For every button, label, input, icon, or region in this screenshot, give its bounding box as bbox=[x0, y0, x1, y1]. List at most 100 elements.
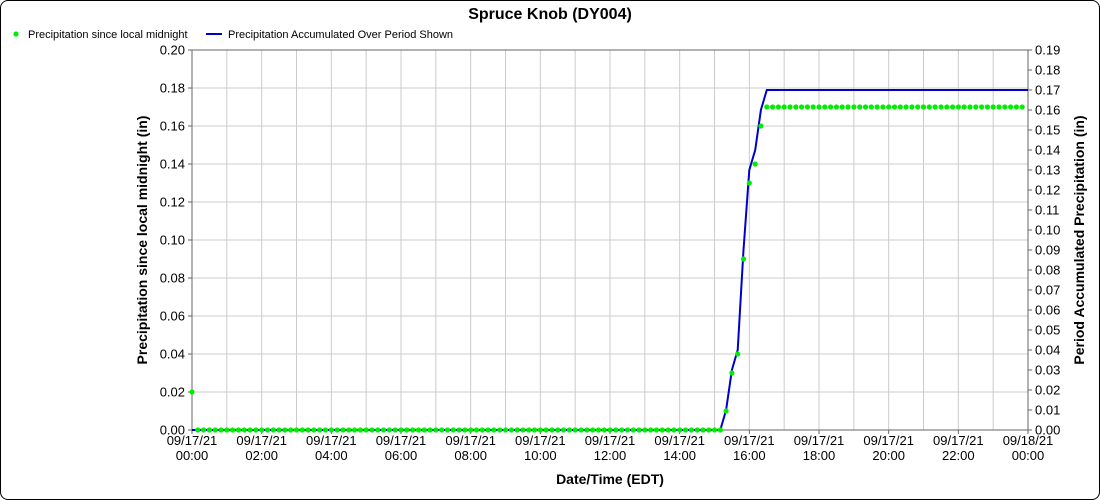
x-tick-label-date: 09/17/21 bbox=[167, 433, 218, 448]
data-point bbox=[375, 427, 381, 433]
data-point bbox=[630, 427, 636, 433]
data-point bbox=[276, 427, 282, 433]
y-left-tick-label: 0.20 bbox=[160, 43, 185, 58]
data-point bbox=[369, 427, 375, 433]
y-right-tick-label: 0.15 bbox=[1035, 123, 1060, 138]
y-right-tick-label: 0.01 bbox=[1035, 403, 1060, 418]
data-point bbox=[839, 104, 845, 110]
data-point bbox=[189, 389, 195, 395]
data-point bbox=[862, 104, 869, 110]
data-point bbox=[619, 427, 625, 433]
data-point bbox=[677, 427, 683, 433]
y-right-tick-label: 0.17 bbox=[1035, 83, 1060, 98]
data-point bbox=[868, 104, 874, 110]
data-point bbox=[514, 427, 520, 433]
data-point bbox=[293, 427, 300, 433]
data-point bbox=[235, 427, 242, 433]
x-tick-label-date: 09/17/21 bbox=[933, 433, 984, 448]
data-point bbox=[410, 427, 416, 433]
data-point bbox=[561, 427, 567, 433]
data-point bbox=[456, 427, 462, 433]
data-point bbox=[439, 427, 445, 433]
data-point bbox=[381, 427, 387, 433]
legend-label-precip-since-midnight: Precipitation since local midnight bbox=[28, 29, 188, 41]
data-point bbox=[386, 427, 392, 433]
data-point bbox=[503, 427, 509, 433]
x-tick-label-time: 16:00 bbox=[733, 448, 766, 463]
data-point bbox=[352, 427, 358, 433]
data-point bbox=[328, 427, 334, 433]
y-left-tick-label: 0.08 bbox=[160, 271, 185, 286]
data-point bbox=[891, 104, 898, 110]
data-point bbox=[828, 104, 834, 110]
legend-label-period-accumulated: Precipitation Accumulated Over Period Sh… bbox=[228, 29, 453, 41]
data-point bbox=[264, 427, 271, 433]
data-point bbox=[950, 104, 956, 110]
y-axis-right-ticks: 0.00 0.01 0.02 0.03 0.04 0.05 0.06 0.07 0.08 0.09… bbox=[1028, 43, 1060, 438]
data-point bbox=[230, 427, 236, 433]
data-point bbox=[241, 427, 247, 433]
data-point bbox=[485, 427, 491, 433]
data-point bbox=[404, 427, 410, 433]
data-point bbox=[212, 427, 218, 433]
y-right-tick-label: 0.12 bbox=[1035, 183, 1060, 198]
data-point bbox=[282, 427, 288, 433]
x-tick-label-date: 09/17/21 bbox=[236, 433, 287, 448]
data-point bbox=[195, 427, 201, 433]
data-point bbox=[624, 427, 631, 433]
data-point bbox=[880, 104, 886, 110]
data-point bbox=[920, 104, 927, 110]
y-left-tick-label: 0.16 bbox=[160, 119, 185, 134]
data-point bbox=[984, 104, 991, 110]
x-tick-label-date: 09/17/21 bbox=[585, 433, 636, 448]
y-right-tick-label: 0.03 bbox=[1035, 363, 1060, 378]
data-point bbox=[694, 427, 700, 433]
data-point bbox=[648, 427, 654, 433]
x-tick-label-time: 00:00 bbox=[1012, 448, 1045, 463]
data-point bbox=[206, 427, 212, 433]
data-point bbox=[799, 104, 805, 110]
data-point bbox=[706, 427, 712, 433]
y-right-tick-label: 0.14 bbox=[1035, 143, 1060, 158]
data-point bbox=[990, 104, 996, 110]
data-point bbox=[926, 104, 932, 110]
data-point bbox=[543, 427, 549, 433]
x-axis-ticks: 09/17/2100:0009/17/2102:0009/17/2104:000… bbox=[167, 430, 1053, 463]
data-point bbox=[746, 180, 752, 186]
data-point bbox=[636, 427, 642, 433]
y-right-tick-label: 0.09 bbox=[1035, 243, 1060, 258]
data-point bbox=[897, 104, 903, 110]
chart-title: Spruce Knob (DY004) bbox=[468, 6, 632, 23]
data-point bbox=[903, 104, 909, 110]
data-point bbox=[526, 427, 532, 433]
y-left-tick-label: 0.02 bbox=[160, 385, 185, 400]
data-point bbox=[613, 427, 619, 433]
data-point bbox=[468, 427, 474, 433]
data-point bbox=[299, 427, 305, 433]
x-tick-label-time: 12:00 bbox=[594, 448, 627, 463]
data-point bbox=[601, 427, 607, 433]
legend-marker-precip-since-midnight bbox=[13, 31, 19, 37]
data-point bbox=[305, 427, 311, 433]
x-tick-label-date: 09/17/21 bbox=[863, 433, 914, 448]
x-axis-label: Date/Time (EDT) bbox=[556, 471, 664, 487]
y-right-tick-label: 0.05 bbox=[1035, 323, 1060, 338]
x-tick-label-time: 20:00 bbox=[872, 448, 905, 463]
data-point bbox=[979, 104, 985, 110]
data-point bbox=[653, 427, 660, 433]
data-point bbox=[1002, 104, 1008, 110]
data-point bbox=[944, 104, 950, 110]
data-point bbox=[433, 427, 439, 433]
series-precip-since-midnight bbox=[189, 104, 1025, 433]
data-point bbox=[961, 104, 967, 110]
data-point bbox=[752, 161, 758, 167]
data-point bbox=[740, 256, 747, 262]
data-point bbox=[967, 104, 973, 110]
data-point bbox=[288, 427, 294, 433]
data-point bbox=[717, 427, 724, 433]
y-right-tick-label: 0.00 bbox=[1035, 423, 1060, 438]
data-point bbox=[479, 427, 485, 433]
y-left-tick-label: 0.04 bbox=[160, 347, 185, 362]
